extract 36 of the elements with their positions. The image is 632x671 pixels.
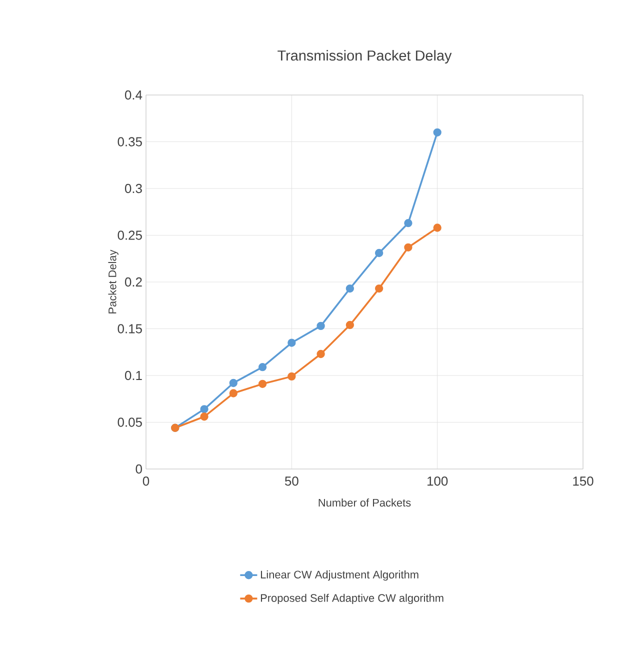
y-tick-label: 0.35 xyxy=(118,137,142,146)
x-tick-label: 0 xyxy=(142,476,150,486)
legend-label: Proposed Self Adaptive CW algorithm xyxy=(260,594,444,604)
y-tick-label: 0.4 xyxy=(124,90,142,100)
point xyxy=(316,322,325,330)
y-tick-label: 0.25 xyxy=(118,230,142,240)
point xyxy=(258,380,267,388)
y-axis-title: Packet Delay xyxy=(108,250,118,314)
point xyxy=(200,412,208,421)
point xyxy=(258,363,267,372)
point xyxy=(316,350,325,358)
y-tick-label: 0.05 xyxy=(118,418,142,427)
point xyxy=(433,224,442,232)
point xyxy=(229,378,238,388)
point xyxy=(288,338,296,347)
x-tick-label: 50 xyxy=(284,476,298,486)
point xyxy=(374,248,384,258)
y-tick-label: 0.1 xyxy=(124,370,142,380)
point xyxy=(374,284,384,293)
point xyxy=(346,320,354,330)
y-tick-label: 0.2 xyxy=(124,277,142,287)
x-tick-label: 150 xyxy=(573,476,594,486)
y-tick-label: 0.3 xyxy=(124,184,142,194)
point xyxy=(433,128,442,136)
point xyxy=(404,243,412,252)
y-tick-label: 0.15 xyxy=(118,324,142,334)
chart-title: Transmission Packet Delay xyxy=(278,50,452,64)
x-tick-label: 100 xyxy=(428,476,448,486)
point xyxy=(288,372,296,381)
y-tick-label: 0 xyxy=(136,464,142,474)
legend-label: Linear CW Adjustment Algorithm xyxy=(260,570,418,581)
point xyxy=(346,284,354,293)
point xyxy=(404,219,412,228)
point xyxy=(200,405,208,414)
x-axis-title: Number of Packets xyxy=(318,498,411,507)
point xyxy=(229,389,238,398)
